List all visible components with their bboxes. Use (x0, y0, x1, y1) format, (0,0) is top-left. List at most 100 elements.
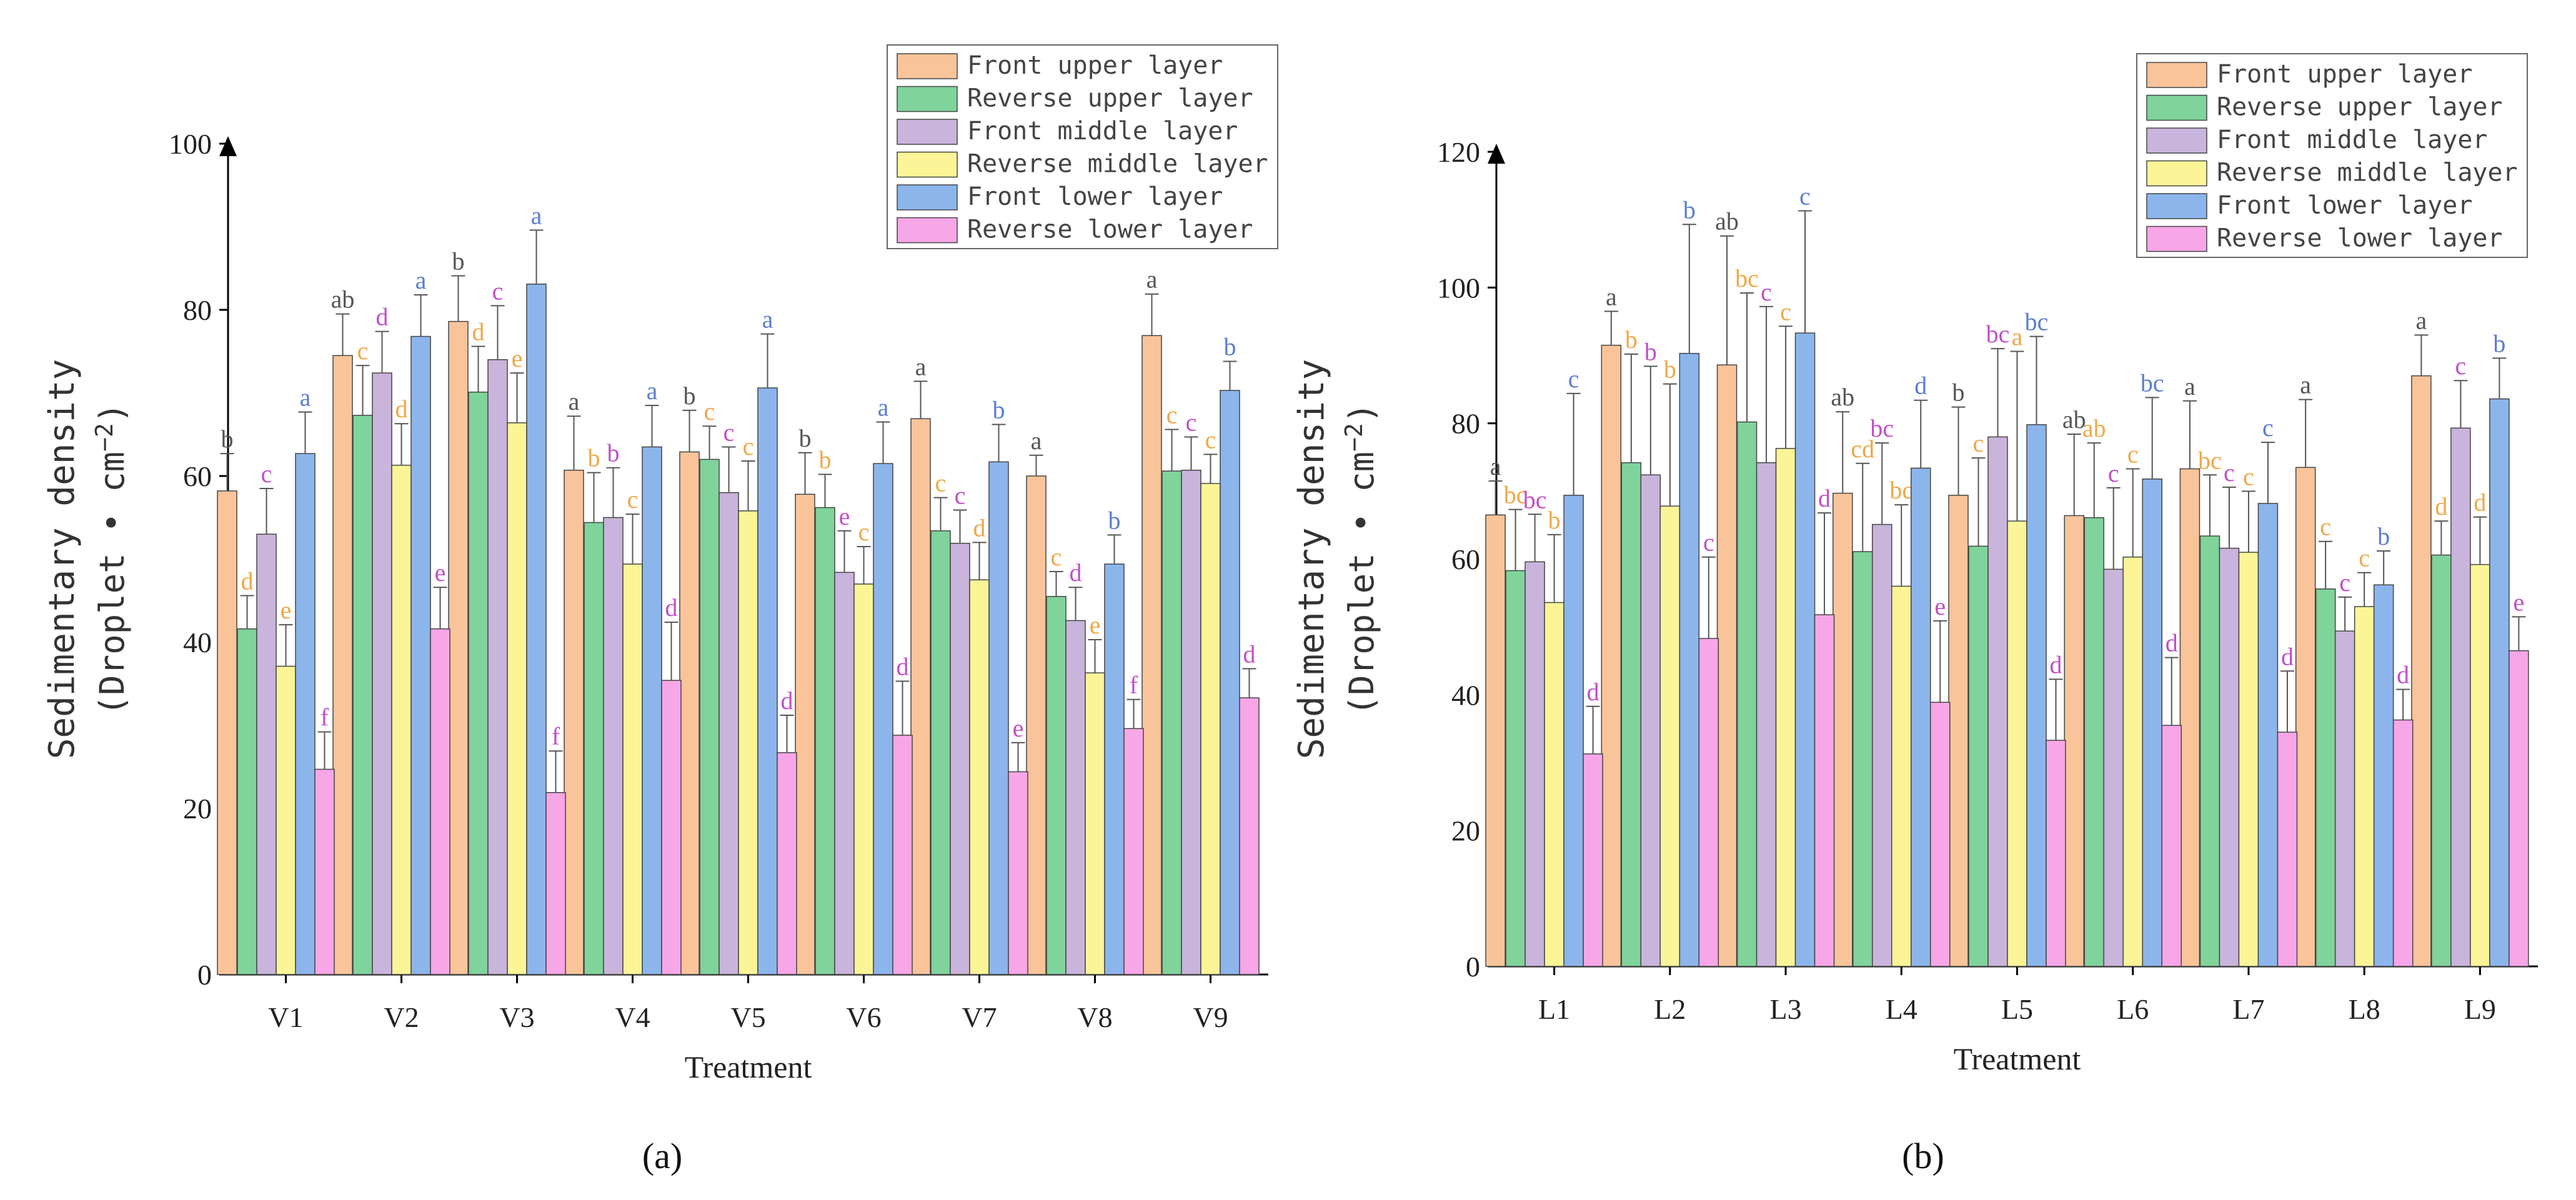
significance-letter: a (2012, 322, 2023, 350)
significance-letter: a (1490, 452, 1501, 480)
significance-letter: d (376, 303, 389, 331)
x-axis-title: Treatment (1954, 1041, 2081, 1076)
significance-letter: a (569, 387, 580, 415)
bar (1085, 672, 1105, 975)
significance-letter: c (2243, 462, 2254, 490)
bar (1065, 620, 1086, 975)
significance-letter: d (1914, 372, 1927, 400)
x-tick-label: L2 (1654, 993, 1686, 1025)
bar (2392, 719, 2414, 967)
significance-letter: bc (1735, 264, 1759, 292)
bar (1544, 602, 1564, 967)
bar (1200, 483, 1221, 975)
significance-letter: b (1625, 325, 1638, 354)
legend-swatch (2146, 127, 2207, 154)
bar (1891, 585, 1912, 967)
legend-swatch (897, 217, 958, 244)
y-tick-label: 60 (183, 460, 212, 492)
bar (679, 451, 700, 975)
bar (699, 459, 720, 975)
bar (2334, 630, 2355, 967)
bar (1948, 495, 1969, 967)
bar (2450, 427, 2471, 967)
significance-letter: b (1952, 379, 1965, 407)
bar (777, 752, 797, 975)
bar (2199, 535, 2220, 967)
bar (795, 493, 815, 975)
significance-letter: e (1090, 611, 1101, 639)
significance-letter: c (2359, 544, 2370, 572)
significance-letter: a (2300, 371, 2311, 399)
significance-letter: d (2050, 650, 2062, 678)
bar (2295, 467, 2316, 967)
significance-letter: ab (1831, 383, 1854, 411)
bar (1756, 462, 1777, 967)
significance-letter: bc (2198, 446, 2222, 474)
bar (507, 422, 527, 975)
bar (1524, 561, 1545, 967)
y-axis-title: Sedimentary density (42, 359, 82, 760)
x-tick-label: V4 (615, 1001, 650, 1033)
legend-swatch (897, 184, 958, 211)
significance-letter: f (1130, 671, 1138, 699)
bar (1485, 514, 1506, 967)
bar (2103, 568, 2124, 967)
significance-letter: f (321, 703, 329, 731)
bar (1239, 697, 1260, 975)
significance-letter: a (915, 352, 927, 380)
bar (2315, 588, 2336, 967)
bar (2238, 552, 2259, 967)
significance-letter: b (799, 424, 812, 452)
bar (584, 522, 604, 975)
significance-letter: d (472, 318, 485, 346)
significance-letter: b (1644, 337, 1657, 365)
significance-letter: c (492, 277, 504, 305)
significance-letter: a (1031, 427, 1042, 455)
y-axis-arrow (1488, 144, 1505, 164)
legend-swatch (2146, 94, 2207, 121)
significance-letter: c (955, 482, 966, 510)
significance-letter: c (2262, 414, 2274, 442)
bar (1181, 469, 1201, 975)
significance-letter: c (858, 518, 870, 546)
bar (2046, 740, 2066, 967)
significance-letter: d (2435, 492, 2447, 520)
legend-label: Reverse upper layer (967, 84, 1253, 113)
bar (1640, 474, 1661, 967)
x-tick-label: L1 (1538, 993, 1570, 1025)
bar (1563, 495, 1584, 967)
significance-letter: e (1013, 714, 1024, 742)
y-axis-arrow (219, 136, 237, 156)
y-tick-label: 120 (1437, 136, 1480, 168)
bar (1716, 364, 1738, 967)
significance-letter: a (531, 201, 542, 229)
significance-letter: ab (331, 285, 355, 314)
significance-letter: d (1070, 558, 1082, 587)
bar (2007, 520, 2027, 967)
legend-label: Front upper layer (2217, 60, 2472, 89)
significance-letter: c (935, 469, 947, 497)
significance-letter: c (1051, 543, 1062, 571)
bar (642, 446, 662, 975)
bar (873, 463, 893, 975)
bar (2257, 503, 2279, 967)
significance-letter: c (1780, 297, 1791, 325)
bar (1911, 467, 1931, 967)
bar (1852, 551, 1873, 967)
significance-letter: c (2339, 568, 2350, 597)
bar (1141, 335, 1162, 975)
significance-letter: a (2416, 306, 2427, 334)
bar (1046, 596, 1067, 975)
x-tick-label: L4 (1886, 993, 1917, 1025)
bar (661, 680, 682, 975)
bar (1123, 728, 1144, 975)
significance-letter: bc (1889, 476, 1913, 504)
bar (2470, 563, 2490, 967)
bar (2179, 468, 2201, 967)
x-tick-label: V2 (384, 1001, 419, 1033)
legend-label: Reverse upper layer (2217, 93, 2503, 122)
